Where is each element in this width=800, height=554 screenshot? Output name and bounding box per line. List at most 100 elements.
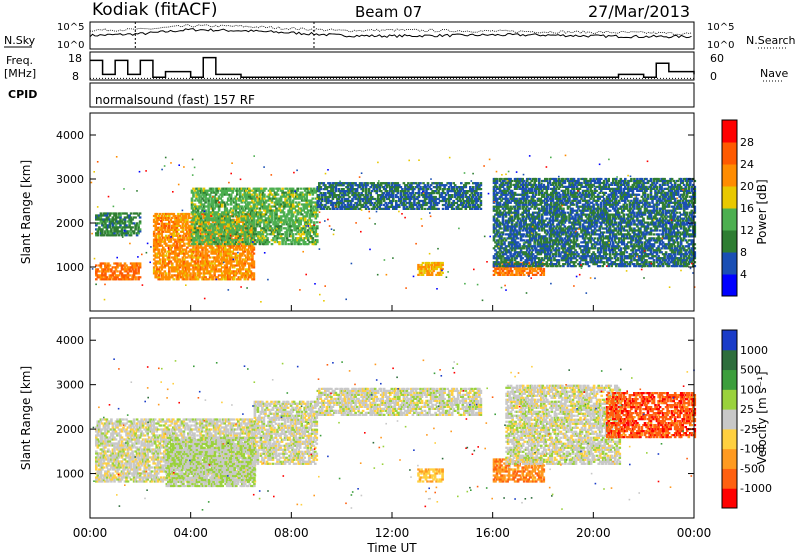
power-cell-3555 [333,194,336,197]
power-cell-2611 [248,209,251,212]
power-cell-1076 [198,268,201,271]
power-cell-1385 [219,278,222,281]
power-cell-2875 [269,225,272,228]
power-cell-1080 [198,254,201,257]
power-cell-850 [183,270,186,273]
power-cell-3758 [366,205,369,208]
power-cell-3236 [299,239,302,242]
power-cell-771 [177,224,180,227]
power-cell-3228 [297,211,301,214]
power-cell-2036 [199,201,203,204]
power-cell-168 [95,232,98,235]
power-cell-1757 [243,276,247,279]
power-cell-353 [128,222,131,225]
power-cell-1451 [223,274,227,277]
power-cell-2952 [275,211,278,214]
power-cell-1422 [220,230,224,233]
power-cell-953 [189,234,192,237]
power-cell-2474 [236,191,239,194]
power-cell-1626 [234,256,238,259]
power-cell-1676 [237,240,241,243]
power-cell-2475 [236,189,239,192]
power-cell-585 [165,262,168,265]
power-cell-855 [183,258,186,261]
power-cell-134 [131,268,134,271]
power-cell-343 [126,232,130,235]
power-cell-3884 [387,182,391,185]
power-cell-4642 [539,267,543,271]
power-cell-3583 [337,188,341,191]
power-cell-367 [131,230,134,233]
power-cell-4242 [450,205,454,208]
power-cell-2700 [255,235,259,238]
power-cell-1074 [198,272,201,275]
power-cell-2890 [270,243,274,246]
power-cell-3695 [355,205,359,208]
power-cell-3071 [285,235,289,238]
power-cell-2590 [246,219,250,222]
power-cell-3477 [319,192,323,195]
power-cell-2755 [258,191,262,194]
power-cell-1712 [240,274,244,277]
power-cell-216 [104,226,107,229]
power-cell-2565 [245,227,248,230]
power-cell-1740 [242,250,245,253]
power-cell-2660 [252,239,256,242]
power-cell-421 [154,272,157,275]
power-cell-485 [157,234,160,237]
power-cell-2781 [261,239,265,242]
power-cell-3132 [290,219,293,222]
power-cell-3235 [299,243,302,246]
power-cell-916 [187,274,191,277]
power-cell-2605 [248,233,251,236]
power-cell-692 [172,232,176,235]
power-cell-541 [162,266,165,269]
power-cell-592 [165,224,168,227]
power-cell-2175 [211,211,215,214]
power-cell-2809 [263,219,266,222]
power-cell-2119 [207,219,210,222]
power-cell-4129 [429,194,433,197]
power-cell-187 [98,216,101,219]
power-cell-3409 [313,215,316,218]
power-cell-1452 [223,272,227,275]
power-cell-1767 [243,246,247,249]
power-cell-1327 [214,256,218,259]
power-cell-2779 [261,243,265,246]
power-cell-3227 [297,217,301,220]
power-cell-3483 [321,199,324,203]
power-cell-2124 [207,209,210,212]
power-cell-520 [160,254,164,257]
power-cell-862 [183,236,186,239]
power-cell-2321 [223,211,227,214]
power-cell-754 [177,276,180,279]
power-cell-4397 [476,194,480,197]
power-cell-110 [125,278,128,281]
power-cell-1291 [211,232,215,235]
power-cell-1917 [190,243,194,246]
power-cell-3543 [331,197,335,201]
power-cell-1113 [201,278,204,281]
power-cell-1393 [219,252,222,255]
power-cell-574 [163,226,167,229]
power-cell-115 [125,264,128,267]
power-cell-2570 [245,213,248,216]
power-cell-2803 [263,231,266,234]
power-cell-2963 [276,237,280,240]
power-cell-589 [165,236,168,239]
power-cell-1819 [246,212,250,216]
power-cell-1846 [249,264,253,267]
power-cell-4262 [453,190,457,193]
power-cell-4048 [416,197,419,201]
power-cell-496 [159,270,162,273]
power-cell-1025 [195,276,198,279]
power-cell-690 [172,238,176,241]
power-cell-2250 [217,217,221,220]
power-cell-3876 [387,207,391,210]
power-cell-2871 [267,189,271,192]
power-cell-2204 [214,241,218,244]
power-cell-3010 [279,211,283,214]
power-cell-1370 [217,250,221,253]
power-cell-1224 [207,228,210,231]
power-cell-3736 [361,188,365,191]
